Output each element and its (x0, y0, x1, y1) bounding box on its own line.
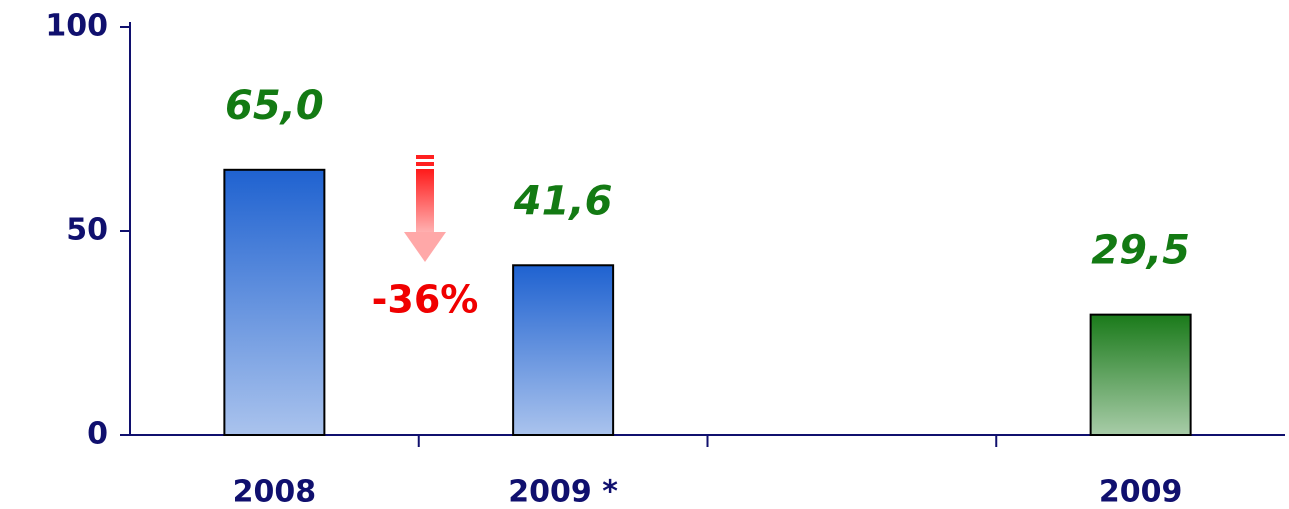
value-label: 65,0 (225, 83, 324, 129)
bar (223, 168, 326, 437)
y-tick-label: 100 (45, 9, 108, 44)
y-tick-label: 0 (87, 417, 108, 452)
x-tick-label: 2009 * (508, 475, 618, 509)
x-tick-label: 2008 (233, 475, 317, 509)
bar (512, 264, 615, 436)
annotation: -36% (372, 278, 479, 322)
y-tick-label: 50 (66, 213, 108, 248)
value-label: 41,6 (513, 178, 613, 224)
value-label: 29,5 (1091, 228, 1190, 274)
decline-arrow (404, 155, 446, 262)
bar (1089, 313, 1192, 437)
x-tick-label: 2009 (1099, 475, 1183, 509)
